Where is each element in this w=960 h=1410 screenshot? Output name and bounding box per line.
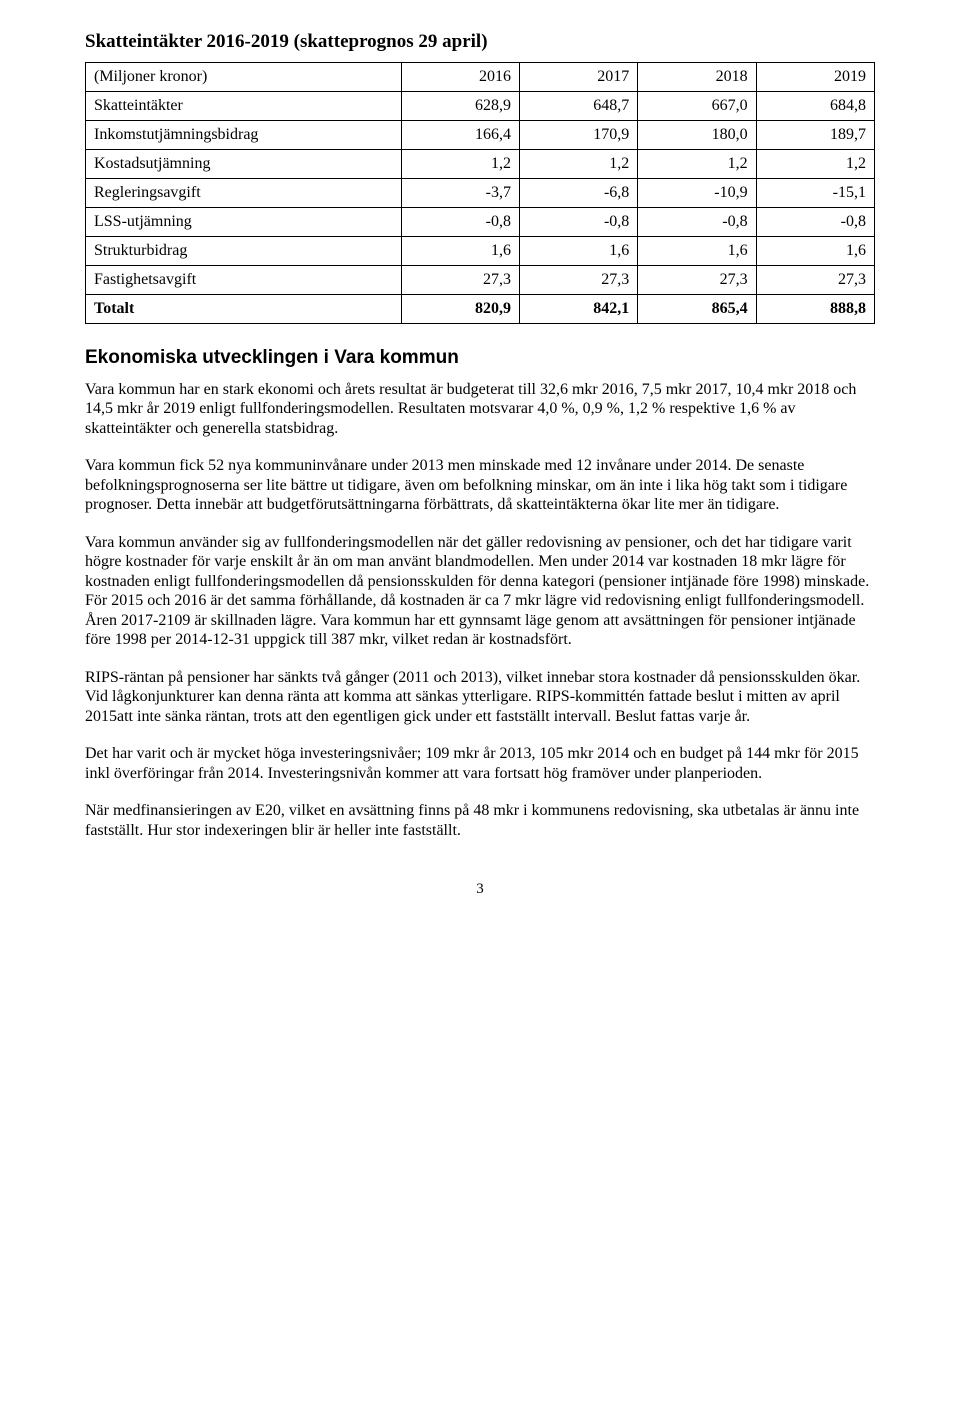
cell: 648,7 [519, 91, 637, 120]
cell: 1,6 [638, 236, 756, 265]
total-cell: 820,9 [401, 294, 519, 323]
row-label: Strukturbidrag [86, 236, 402, 265]
cell: 684,8 [756, 91, 874, 120]
cell: -0,8 [756, 207, 874, 236]
table-row: Inkomstutjämningsbidrag 166,4 170,9 180,… [86, 120, 875, 149]
cell: -10,9 [638, 178, 756, 207]
col-header-2019: 2019 [756, 62, 874, 91]
cell: 1,6 [401, 236, 519, 265]
cell: 1,2 [519, 149, 637, 178]
total-label: Totalt [86, 294, 402, 323]
row-label: Fastighetsavgift [86, 265, 402, 294]
table-total-row: Totalt 820,9 842,1 865,4 888,8 [86, 294, 875, 323]
table-row: Strukturbidrag 1,6 1,6 1,6 1,6 [86, 236, 875, 265]
table-header-row: (Miljoner kronor) 2016 2017 2018 2019 [86, 62, 875, 91]
page-title: Skatteintäkter 2016-2019 (skatteprognos … [85, 30, 875, 54]
cell: 27,3 [401, 265, 519, 294]
row-label: Skatteintäkter [86, 91, 402, 120]
cell: -6,8 [519, 178, 637, 207]
total-cell: 888,8 [756, 294, 874, 323]
col-header-2016: 2016 [401, 62, 519, 91]
cell: 189,7 [756, 120, 874, 149]
total-cell: 842,1 [519, 294, 637, 323]
row-label: Regleringsavgift [86, 178, 402, 207]
table-row: Skatteintäkter 628,9 648,7 667,0 684,8 [86, 91, 875, 120]
cell: -0,8 [401, 207, 519, 236]
body-paragraph: Vara kommun har en stark ekonomi och åre… [85, 380, 875, 439]
cell: 1,2 [756, 149, 874, 178]
cell: 27,3 [638, 265, 756, 294]
cell: 667,0 [638, 91, 756, 120]
col-header-label: (Miljoner kronor) [86, 62, 402, 91]
table-row: Regleringsavgift -3,7 -6,8 -10,9 -15,1 [86, 178, 875, 207]
cell: 1,2 [638, 149, 756, 178]
section-heading: Ekonomiska utvecklingen i Vara kommun [85, 346, 875, 370]
body-paragraph: RIPS-räntan på pensioner har sänkts två … [85, 668, 875, 727]
table-row: Kostadsutjämning 1,2 1,2 1,2 1,2 [86, 149, 875, 178]
cell: 1,6 [519, 236, 637, 265]
body-paragraph: Vara kommun använder sig av fullfonderin… [85, 533, 875, 650]
cell: -3,7 [401, 178, 519, 207]
body-paragraph: Det har varit och är mycket höga investe… [85, 744, 875, 783]
cell: 27,3 [756, 265, 874, 294]
body-paragraph: Vara kommun fick 52 nya kommuninvånare u… [85, 456, 875, 515]
row-label: Kostadsutjämning [86, 149, 402, 178]
cell: 1,2 [401, 149, 519, 178]
cell: 27,3 [519, 265, 637, 294]
cell: 1,6 [756, 236, 874, 265]
cell: -0,8 [519, 207, 637, 236]
cell: 180,0 [638, 120, 756, 149]
cell: -0,8 [638, 207, 756, 236]
col-header-2017: 2017 [519, 62, 637, 91]
col-header-2018: 2018 [638, 62, 756, 91]
cell: -15,1 [756, 178, 874, 207]
table-row: Fastighetsavgift 27,3 27,3 27,3 27,3 [86, 265, 875, 294]
tax-revenue-table: (Miljoner kronor) 2016 2017 2018 2019 Sk… [85, 62, 875, 324]
cell: 170,9 [519, 120, 637, 149]
row-label: LSS-utjämning [86, 207, 402, 236]
page-number: 3 [85, 880, 875, 899]
table-row: LSS-utjämning -0,8 -0,8 -0,8 -0,8 [86, 207, 875, 236]
row-label: Inkomstutjämningsbidrag [86, 120, 402, 149]
body-paragraph: När medfinansieringen av E20, vilket en … [85, 801, 875, 840]
cell: 628,9 [401, 91, 519, 120]
total-cell: 865,4 [638, 294, 756, 323]
cell: 166,4 [401, 120, 519, 149]
